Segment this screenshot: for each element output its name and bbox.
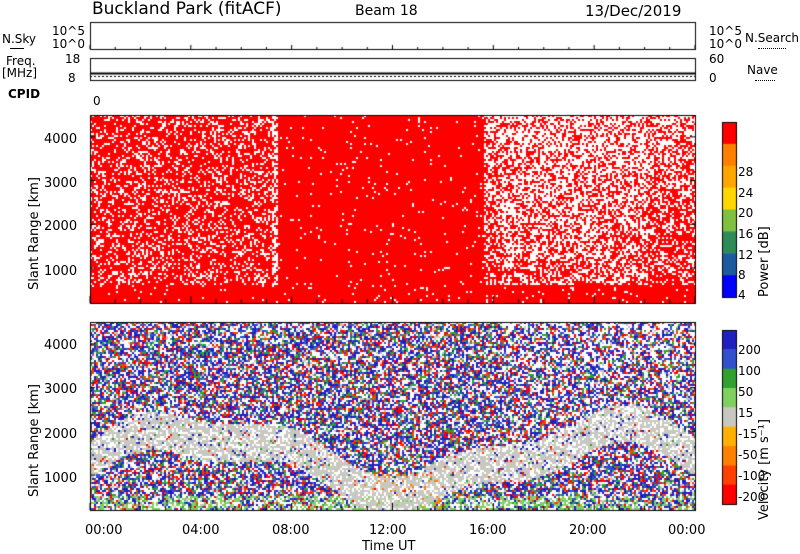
velocity-cb-tick-50: 50 (738, 385, 754, 399)
station-title: Buckland Park (fitACF) (92, 0, 282, 19)
nave-tick-high: 60 (709, 52, 725, 66)
nsearch-tick-low: 10^0 (709, 37, 742, 51)
velocity-cb-tick-100: 100 (738, 364, 761, 378)
power-colorbar-label: Power [dB] (757, 226, 772, 297)
beam-label: Beam 18 (355, 3, 418, 19)
power-ylabel: Slant Range [km] (27, 177, 42, 290)
power-cb-tick-28: 28 (738, 165, 754, 179)
xtick-0000: 00:00 (85, 523, 123, 538)
power-cb-tick-20: 20 (738, 206, 754, 220)
power-cb-tick-8: 8 (738, 268, 746, 282)
nsearch-tick-high: 10^5 (709, 24, 742, 38)
nave-label: Nave (747, 63, 778, 77)
nsearch-label: N.Search (745, 31, 800, 45)
velocity-ytick-4000: 4000 (44, 338, 78, 353)
nave-legend-line (755, 80, 775, 81)
power-ytick-2000: 2000 (44, 219, 78, 234)
cpid-label: CPID (8, 87, 41, 101)
power-cb-tick-24: 24 (738, 186, 754, 200)
velocity-ylabel: Slant Range [km] (27, 384, 42, 497)
date-label: 13/Dec/2019 (585, 2, 682, 20)
nsky-tick-high: 10^5 (52, 24, 85, 38)
velocity-cb-tick-200: 200 (738, 343, 761, 357)
power-ytick-4000: 4000 (44, 132, 78, 147)
velocity-cb-tick-neg15: -15 (738, 427, 758, 441)
nsearch-legend-line (758, 48, 786, 49)
velocity-cb-tick-neg200: -200 (738, 490, 766, 504)
freq-label-line1: Freq. (6, 54, 36, 68)
velocity-cb-tick-neg50: -50 (738, 448, 758, 462)
freq-label-line2: [MHz] (2, 66, 38, 80)
xtick-end-0000: 00:00 (668, 523, 706, 538)
power-ytick-1000: 1000 (44, 264, 78, 279)
nsky-tick-low: 10^0 (52, 37, 85, 51)
freq-tick-low: 8 (68, 71, 76, 85)
nave-tick-low: 0 (709, 71, 717, 85)
xaxis-label: Time UT (362, 539, 416, 554)
xtick-0400: 04:00 (182, 523, 220, 538)
power-cb-tick-12: 12 (738, 248, 754, 262)
velocity-ytick-2000: 2000 (44, 427, 78, 442)
cpid-value: 0 (93, 94, 101, 108)
velocity-ytick-1000: 1000 (44, 471, 78, 486)
velocity-cb-tick-15: 15 (738, 406, 754, 420)
velocity-ytick-3000: 3000 (44, 382, 78, 397)
freq-tick-high: 18 (65, 52, 81, 66)
power-cb-tick-16: 16 (738, 227, 754, 241)
nsky-label: N.Sky (2, 32, 37, 46)
xtick-1200: 12:00 (369, 523, 407, 538)
power-cb-tick-4: 4 (738, 288, 746, 302)
nsky-legend-line (10, 48, 24, 49)
power-ytick-3000: 3000 (44, 176, 78, 191)
xtick-2000: 20:00 (569, 523, 607, 538)
xtick-0800: 08:00 (272, 523, 310, 538)
xtick-1600: 16:00 (469, 523, 507, 538)
velocity-cb-tick-neg100: -100 (738, 469, 766, 483)
